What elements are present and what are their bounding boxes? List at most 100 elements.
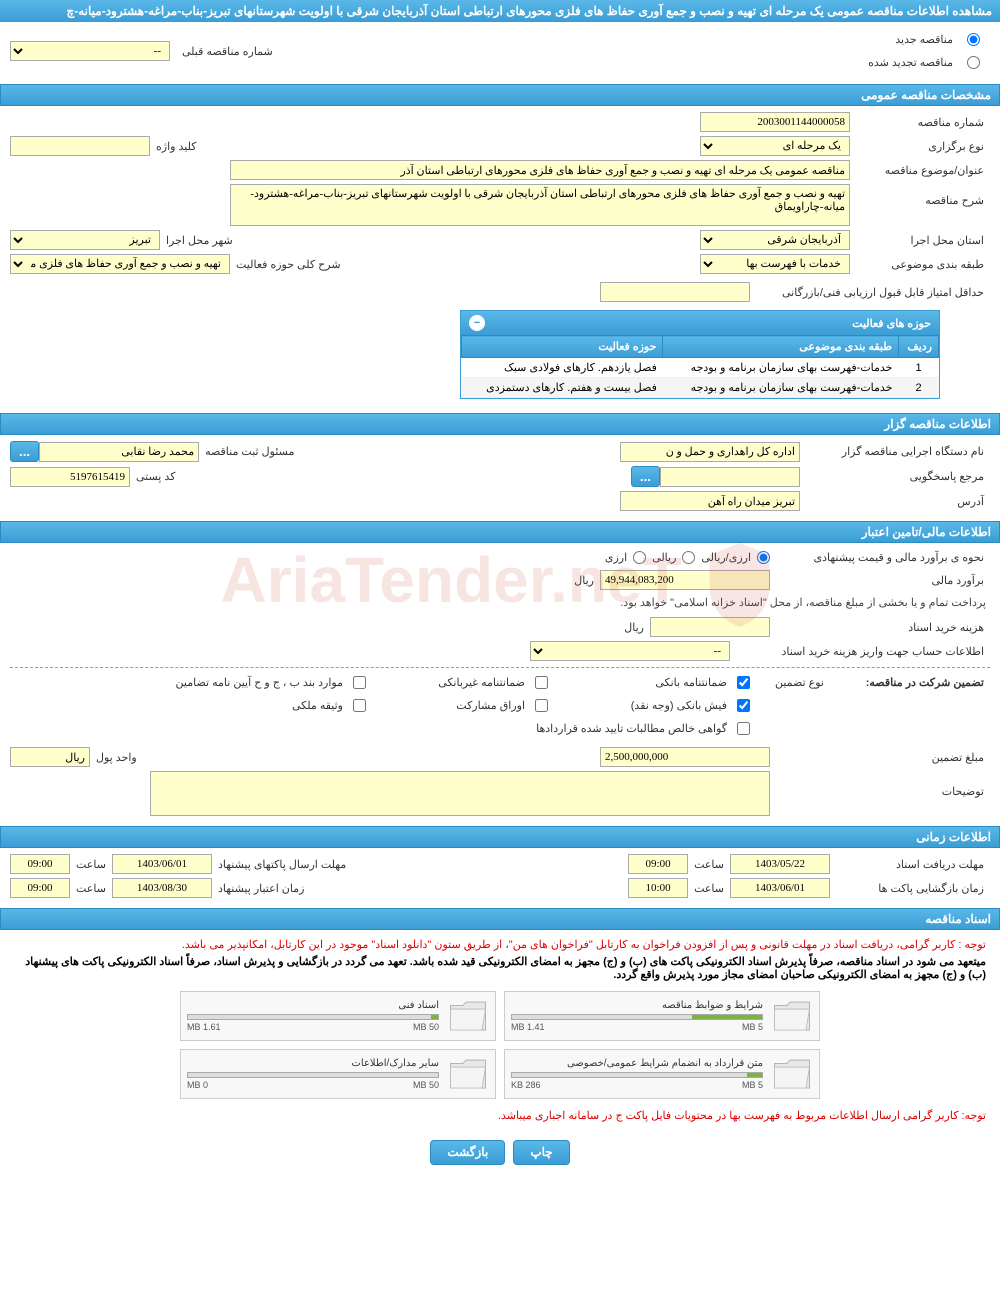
postal-label: کد پستی <box>130 468 181 485</box>
time-label-2: ساعت <box>70 856 112 873</box>
radio-renewed-label: مناقصه تجدید شده <box>862 54 959 71</box>
general-header: مشخصات مناقصه عمومی <box>0 84 1000 106</box>
radio-new-tender[interactable] <box>967 33 980 46</box>
postal-input[interactable] <box>10 467 130 487</box>
doc-title: متن قرارداد به انضمام شرایط عمومی/خصوصی <box>511 1058 763 1069</box>
account-label: اطلاعات حساب جهت واریز هزینه خرید اسناد <box>730 643 990 660</box>
registrar-lookup-button[interactable]: ... <box>10 441 39 462</box>
time-label-3: ساعت <box>688 880 730 897</box>
money-unit-input[interactable] <box>10 747 90 767</box>
title-input[interactable] <box>230 160 850 180</box>
doc-receive-date[interactable] <box>730 854 830 874</box>
doc-cost-input[interactable] <box>650 617 770 637</box>
page-title: مشاهده اطلاعات مناقصه عمومی یک مرحله ای … <box>0 0 1000 22</box>
open-date[interactable] <box>730 878 830 898</box>
docs-note2: میتعهد می شود در اسناد مناقصه، صرفاً پذی… <box>10 953 990 983</box>
organizer-header: اطلاعات مناقصه گزار <box>0 413 1000 435</box>
timing-header: اطلاعات زمانی <box>0 826 1000 848</box>
estimate-label: برآورد مالی <box>770 572 990 589</box>
print-button[interactable]: چاپ <box>513 1140 569 1165</box>
check-property[interactable] <box>353 699 366 712</box>
city-select[interactable]: تبریز <box>10 230 160 250</box>
holding-type-select[interactable]: یک مرحله ای <box>700 136 850 156</box>
radio-arz[interactable] <box>633 551 646 564</box>
responder-input[interactable] <box>660 467 800 487</box>
check-clauses[interactable] <box>353 676 366 689</box>
holding-type-label: نوع برگزاری <box>850 138 990 155</box>
city-label: شهر محل اجرا <box>160 232 239 249</box>
extra-desc-label: توضیحات <box>770 771 990 800</box>
responder-label: مرجع پاسخگویی <box>800 468 990 485</box>
col-domain: حوزه فعالیت <box>462 336 663 358</box>
estimate-input[interactable] <box>600 570 770 590</box>
collapse-icon[interactable]: − <box>469 315 485 331</box>
treasury-note: پرداخت تمام و یا بخشی از مبلغ مناقصه، از… <box>10 594 990 611</box>
doc-card[interactable]: سایر مدارک/اطلاعات 50 MB0 MB <box>180 1049 496 1099</box>
doc-title: اسناد فنی <box>187 1000 439 1011</box>
method-arz-label: ارزی <box>599 549 633 566</box>
check-cash[interactable] <box>737 699 750 712</box>
doc-receive-time[interactable] <box>628 854 688 874</box>
check-bank-guarantee[interactable] <box>737 676 750 689</box>
radio-arzi-rial[interactable] <box>757 551 770 564</box>
doc-receive-label: مهلت دریافت اسناد <box>830 856 990 873</box>
org-input[interactable] <box>620 442 800 462</box>
guarantee-type-label: نوع تضمین <box>750 674 830 691</box>
doc-card[interactable]: شرایط و ضوابط مناقصه 5 MB1.41 MB <box>504 991 820 1041</box>
doc-card[interactable]: متن قرارداد به انضمام شرایط عمومی/خصوصی … <box>504 1049 820 1099</box>
radio-rial[interactable] <box>682 551 695 564</box>
validity-date[interactable] <box>112 878 212 898</box>
activities-table: ردیف طبقه بندی موضوعی حوزه فعالیت 1 خدما… <box>461 335 939 398</box>
subject-class-select[interactable]: خدمات با فهرست بها <box>700 254 850 274</box>
responder-lookup-button[interactable]: ... <box>631 466 660 487</box>
doc-title: شرایط و ضوابط مناقصه <box>511 1000 763 1011</box>
validity-label: زمان اعتبار پیشنهاد <box>212 880 311 897</box>
packet-send-label: مهلت ارسال پاکتهای پیشنهاد <box>212 856 352 873</box>
guarantee-amount-input[interactable] <box>600 747 770 767</box>
col-row: ردیف <box>899 336 939 358</box>
packet-send-date[interactable] <box>112 854 212 874</box>
number-input[interactable] <box>700 112 850 132</box>
address-input[interactable] <box>620 491 800 511</box>
radio-renewed-tender[interactable] <box>967 56 980 69</box>
check-bonds[interactable] <box>535 699 548 712</box>
extra-desc-textarea[interactable] <box>150 771 770 816</box>
open-time[interactable] <box>628 878 688 898</box>
registrar-label: مسئول ثبت مناقصه <box>199 443 300 460</box>
check-receivables[interactable] <box>737 722 750 735</box>
subject-class-label: طبقه بندی موضوعی <box>850 256 990 273</box>
packet-send-time[interactable] <box>10 854 70 874</box>
progress-fill <box>747 1073 762 1077</box>
validity-time[interactable] <box>10 878 70 898</box>
financial-header: اطلاعات مالی/تامین اعتبار <box>0 521 1000 543</box>
account-select[interactable]: -- <box>530 641 730 661</box>
min-score-input[interactable] <box>600 282 750 302</box>
address-label: آدرس <box>800 493 990 510</box>
progress-fill <box>692 1015 762 1019</box>
guarantee-header: تضمین شرکت در مناقصه: <box>830 674 990 691</box>
prev-number-select[interactable]: -- <box>10 41 170 61</box>
method-arzi-label: ارزی/ریالی <box>695 549 757 566</box>
doc-cost-label: هزینه خرید اسناد <box>770 619 990 636</box>
docs-note1: توجه : کاربر گرامی، دریافت اسناد در مهلت… <box>10 936 990 953</box>
docs-note3: توجه: کاربر گرامی ارسال اطلاعات مربوط به… <box>10 1107 990 1124</box>
doc-card[interactable]: اسناد فنی 50 MB1.61 MB <box>180 991 496 1041</box>
docs-header: اسناد مناقصه <box>0 908 1000 930</box>
folder-icon <box>771 998 813 1034</box>
time-label-1: ساعت <box>688 856 730 873</box>
progress-fill <box>431 1015 439 1019</box>
province-select[interactable]: آذربایجان شرقی <box>700 230 850 250</box>
doc-cost-currency: ریال <box>618 619 650 636</box>
folder-icon <box>771 1056 813 1092</box>
doc-title: سایر مدارک/اطلاعات <box>187 1058 439 1069</box>
title-label: عنوان/موضوع مناقصه <box>850 162 990 179</box>
desc-textarea[interactable]: تهیه و نصب و جمع آوری حفاظ های فلزی محور… <box>230 184 850 226</box>
activity-desc-select[interactable]: تهیه و نصب و جمع آوری حفاظ های فلزی محور… <box>10 254 230 274</box>
back-button[interactable]: بازگشت <box>430 1140 505 1165</box>
desc-label: شرح مناقصه <box>850 184 990 209</box>
guarantee-amount-label: مبلغ تضمین <box>770 749 990 766</box>
registrar-input[interactable] <box>39 442 199 462</box>
check-nonbank[interactable] <box>535 676 548 689</box>
keyword-input[interactable] <box>10 136 150 156</box>
radio-new-label: مناقصه جدید <box>889 31 959 48</box>
